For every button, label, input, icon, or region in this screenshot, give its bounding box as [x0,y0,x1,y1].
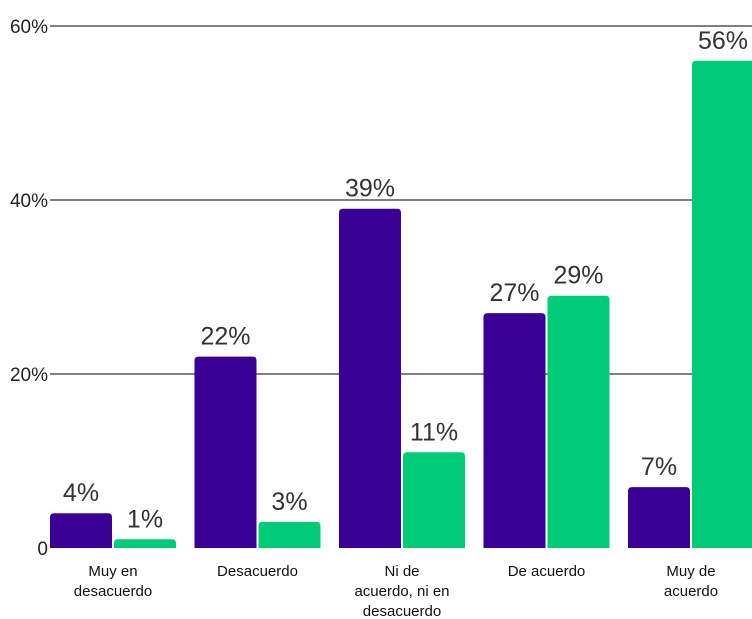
x-tick-label: Muy en [88,563,137,580]
bar [628,487,690,548]
bar [403,452,465,548]
y-tick-label: 20% [10,365,48,386]
bar [339,208,401,548]
bar [483,313,546,548]
bar [194,356,257,548]
data-label: 56% [698,27,748,55]
x-tick-label: Ni de [384,563,419,580]
x-tick-label: acuerdo, ni en [354,583,449,600]
x-tick-label: desacuerdo [363,603,441,619]
bar [547,295,610,548]
x-tick-label: Desacuerdo [217,563,298,580]
x-tick-label: desacuerdo [74,583,152,600]
data-label: 27% [489,279,539,307]
data-label: 11% [410,418,458,446]
y-tick-label: 60% [10,17,48,38]
data-label: 39% [345,175,395,203]
x-tick-label: acuerdo [664,583,718,600]
data-label: 4% [63,479,99,507]
data-label: 3% [271,488,307,516]
x-tick-label: Muy de [666,563,715,580]
y-tick-label: 40% [10,191,48,212]
data-label: 1% [127,505,163,533]
bar [114,539,176,548]
data-label: 29% [553,262,603,290]
data-label: 22% [200,323,250,351]
bar [692,60,752,548]
y-tick-label: 0 [37,539,48,560]
bar [258,521,321,548]
bar [50,513,112,548]
data-label: 7% [641,453,677,481]
x-tick-label: De acuerdo [508,563,586,580]
